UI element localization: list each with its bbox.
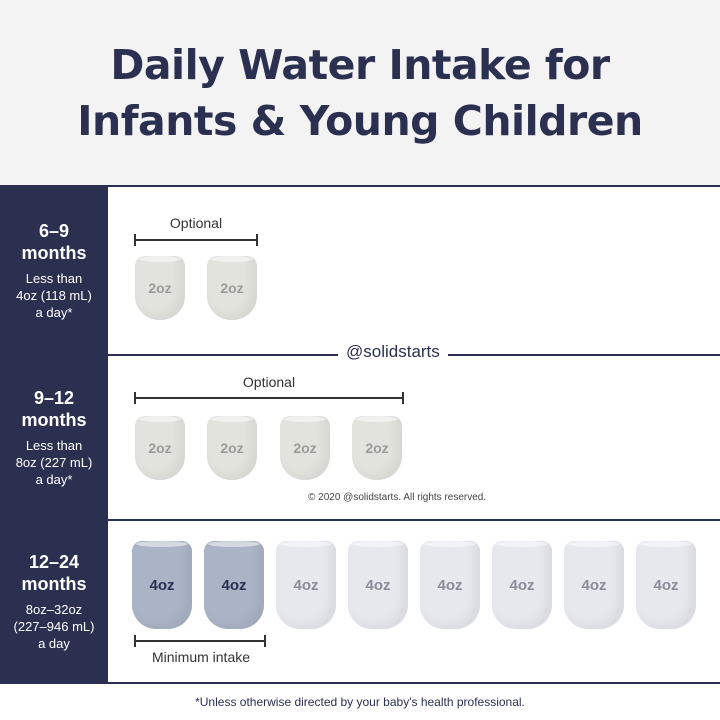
age-unit: months: [21, 574, 87, 594]
cup-4oz: 4oz: [276, 541, 336, 629]
minimum-bracket: [134, 635, 266, 647]
row-9-12-months: 9–12 months Less than 8oz (227 mL) a day…: [0, 356, 720, 519]
age-panel: 9–12 months Less than 8oz (227 mL) a day…: [0, 356, 108, 519]
footnote: *Unless otherwise directed by your baby'…: [0, 684, 720, 720]
desc-line: Less than: [25, 271, 83, 286]
title-line-1: Daily Water Intake for: [110, 40, 610, 89]
age-value: 12–24: [28, 552, 80, 572]
cup-4oz: 4oz: [636, 541, 696, 629]
cup-4oz: 4oz: [492, 541, 552, 629]
desc-line: a day*: [35, 305, 73, 320]
optional-bracket: [134, 234, 258, 246]
optional-bracket: [134, 392, 404, 404]
age-unit: months: [21, 243, 87, 263]
cup-4oz: 4oz: [420, 541, 480, 629]
age-value: 9–12: [33, 388, 75, 408]
desc-line: Less than: [25, 438, 83, 453]
desc-line: (227–946 mL): [13, 619, 95, 634]
row-6-9-months: 6–9 months Less than 4oz (118 mL) a day*…: [0, 187, 720, 354]
minimum-intake-label: Minimum intake: [151, 649, 251, 665]
cup-4oz-minimum: 4oz: [204, 541, 264, 629]
cup-2oz: 2oz: [135, 416, 185, 480]
title-line-2: Infants & Young Children: [77, 96, 643, 145]
desc-line: 4oz (118 mL): [16, 288, 92, 303]
optional-label: Optional: [169, 215, 223, 231]
desc-line: a day*: [35, 472, 73, 487]
divider: [0, 185, 720, 187]
age-unit: months: [21, 410, 87, 430]
cup-4oz: 4oz: [348, 541, 408, 629]
watermark-handle: @solidstarts: [338, 342, 448, 362]
cup-2oz: 2oz: [135, 256, 185, 320]
divider: [0, 682, 720, 684]
age-panel: 12–24 months 8oz–32oz (227–946 mL) a day: [0, 521, 108, 682]
desc-line: 8oz–32oz: [25, 602, 83, 617]
optional-label: Optional: [242, 374, 296, 390]
desc-line: a day: [38, 636, 70, 651]
intake-description: 8oz–32oz (227–946 mL) a day: [14, 601, 95, 652]
cup-2oz: 2oz: [207, 416, 257, 480]
cup-2oz: 2oz: [207, 256, 257, 320]
age-value: 6–9: [38, 221, 70, 241]
age-panel: 6–9 months Less than 4oz (118 mL) a day*: [0, 187, 108, 354]
intake-description: Less than 8oz (227 mL) a day*: [16, 437, 93, 488]
cup-4oz: 4oz: [564, 541, 624, 629]
desc-line: 8oz (227 mL): [15, 455, 93, 470]
intake-description: Less than 4oz (118 mL) a day*: [16, 270, 92, 321]
copyright-text: © 2020 @solidstarts. All rights reserved…: [308, 492, 487, 503]
cup-2oz: 2oz: [352, 416, 402, 480]
page-title: Daily Water Intake for Infants & Young C…: [0, 0, 720, 185]
divider: [0, 519, 720, 521]
cup-4oz-minimum: 4oz: [132, 541, 192, 629]
watermark-line: [480, 354, 720, 356]
cup-2oz: 2oz: [280, 416, 330, 480]
row-12-24-months: 12–24 months 8oz–32oz (227–946 mL) a day…: [0, 521, 720, 682]
